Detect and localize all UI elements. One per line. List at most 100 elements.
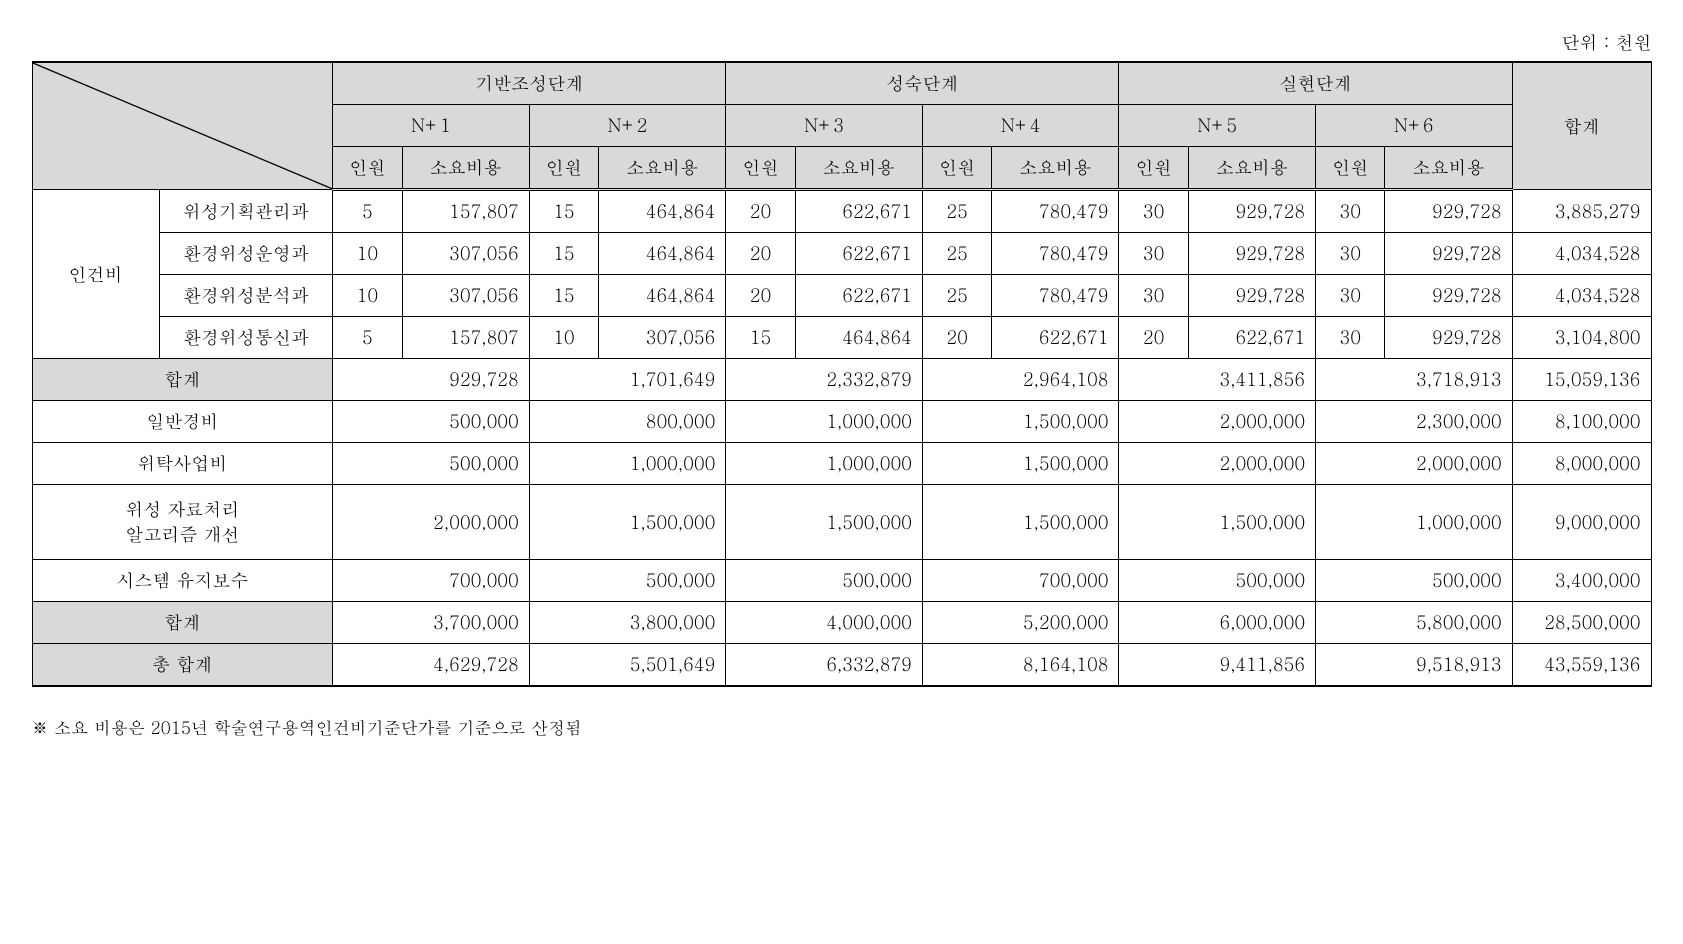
rowhead-dept: 위성기획관리과: [159, 190, 332, 233]
col-person: 인원: [1119, 147, 1188, 190]
unit-label: 단위 : 천원: [32, 30, 1652, 55]
cell: 20: [726, 190, 795, 233]
cell-sum: 8,100,000: [1512, 401, 1651, 443]
cell: 929,728: [1385, 190, 1512, 233]
cell: 500,000: [1316, 560, 1513, 602]
cell: 3,718,913: [1316, 359, 1513, 401]
phase-header: 실현단계: [1119, 62, 1512, 105]
cell-sum: 4,034,528: [1512, 275, 1651, 317]
cell-sum: 43,559,136: [1512, 644, 1651, 687]
table-row-subtotal: 합계 3,700,000 3,800,000 4,000,000 5,200,0…: [32, 602, 1651, 644]
cell: 10: [333, 233, 402, 275]
cell: 6,000,000: [1119, 602, 1316, 644]
cell: 8,164,108: [922, 644, 1119, 687]
rowhead-maint: 시스템 유지보수: [32, 560, 333, 602]
cell: 9,518,913: [1316, 644, 1513, 687]
year-header: N+5: [1119, 105, 1316, 147]
cell: 30: [1119, 233, 1188, 275]
cell: 1,500,000: [1119, 485, 1316, 560]
cell: 1,000,000: [726, 443, 923, 485]
cell: 800,000: [529, 401, 726, 443]
year-header: N+3: [726, 105, 923, 147]
cell: 500,000: [333, 401, 530, 443]
cell: 2,000,000: [1119, 401, 1316, 443]
cell: 1,000,000: [529, 443, 726, 485]
cell: 2,000,000: [1119, 443, 1316, 485]
table-row: 환경위성분석과 10307,056 15464,864 20622,671 25…: [32, 275, 1651, 317]
cell: 622,671: [795, 190, 922, 233]
cell: 780,479: [992, 233, 1119, 275]
cell: 700,000: [333, 560, 530, 602]
total-header: 합계: [1512, 62, 1651, 190]
cell-sum: 3,104,800: [1512, 317, 1651, 359]
cell: 10: [529, 317, 598, 359]
cell: 780,479: [992, 190, 1119, 233]
cell: 5,200,000: [922, 602, 1119, 644]
cell: 20: [922, 317, 991, 359]
cell: 9,411,856: [1119, 644, 1316, 687]
cell: 157,807: [402, 190, 529, 233]
table-row: 인건비 위성기획관리과 5157,807 15464,864 20622,671…: [32, 190, 1651, 233]
cell: 3,800,000: [529, 602, 726, 644]
col-cost: 소요비용: [599, 147, 726, 190]
rowhead-outsource: 위탁사업비: [32, 443, 333, 485]
cell-sum: 4,034,528: [1512, 233, 1651, 275]
cell: 700,000: [922, 560, 1119, 602]
rowhead-labor: 인건비: [32, 190, 159, 359]
cell: 4,000,000: [726, 602, 923, 644]
rowhead-algo: 위성 자료처리 알고리즘 개선: [32, 485, 333, 560]
cell: 1,500,000: [922, 443, 1119, 485]
col-person: 인원: [726, 147, 795, 190]
cell-sum: 8,000,000: [1512, 443, 1651, 485]
cell: 5: [333, 317, 402, 359]
cell: 30: [1316, 233, 1385, 275]
phase-header: 기반조성단계: [333, 62, 726, 105]
table-row: 환경위성운영과 10307,056 15464,864 20622,671 25…: [32, 233, 1651, 275]
cell: 2,300,000: [1316, 401, 1513, 443]
cell: 5,800,000: [1316, 602, 1513, 644]
cell: 500,000: [333, 443, 530, 485]
cell: 307,056: [402, 275, 529, 317]
phase-header: 성숙단계: [726, 62, 1119, 105]
cell: 929,728: [1385, 233, 1512, 275]
cell: 15: [529, 190, 598, 233]
col-cost: 소요비용: [795, 147, 922, 190]
rowhead-subtotal: 합계: [32, 602, 333, 644]
cell: 780,479: [992, 275, 1119, 317]
cell: 15: [529, 233, 598, 275]
col-person: 인원: [922, 147, 991, 190]
rowhead-dept: 환경위성분석과: [159, 275, 332, 317]
table-row: 위성 자료처리 알고리즘 개선 2,000,000 1,500,000 1,50…: [32, 485, 1651, 560]
cell: 929,728: [333, 359, 530, 401]
cell: 25: [922, 190, 991, 233]
table-row: 시스템 유지보수 700,000 500,000 500,000 700,000…: [32, 560, 1651, 602]
table-row: 위탁사업비 500,000 1,000,000 1,000,000 1,500,…: [32, 443, 1651, 485]
year-header: N+1: [333, 105, 530, 147]
cell: 2,332,879: [726, 359, 923, 401]
cell: 622,671: [795, 275, 922, 317]
col-person: 인원: [529, 147, 598, 190]
table-row-grand-total: 총 합계 4,629,728 5,501,649 6,332,879 8,164…: [32, 644, 1651, 687]
rowhead-dept: 환경위성통신과: [159, 317, 332, 359]
cell: 6,332,879: [726, 644, 923, 687]
cell: 1,701,649: [529, 359, 726, 401]
cell: 1,500,000: [529, 485, 726, 560]
cell-sum: 15,059,136: [1512, 359, 1651, 401]
cell: 4,629,728: [333, 644, 530, 687]
cell: 307,056: [402, 233, 529, 275]
cell: 5: [333, 190, 402, 233]
cell-sum: 3,885,279: [1512, 190, 1651, 233]
rowhead-labor-total: 합계: [32, 359, 333, 401]
cell: 25: [922, 233, 991, 275]
table-row: 환경위성통신과 5157,807 10307,056 15464,864 206…: [32, 317, 1651, 359]
cell: 929,728: [1385, 317, 1512, 359]
col-cost: 소요비용: [992, 147, 1119, 190]
cell: 20: [726, 233, 795, 275]
cell: 500,000: [1119, 560, 1316, 602]
cell: 3,411,856: [1119, 359, 1316, 401]
cell-sum: 3,400,000: [1512, 560, 1651, 602]
cell: 464,864: [599, 233, 726, 275]
cell: 500,000: [529, 560, 726, 602]
cell: 622,671: [992, 317, 1119, 359]
col-cost: 소요비용: [402, 147, 529, 190]
